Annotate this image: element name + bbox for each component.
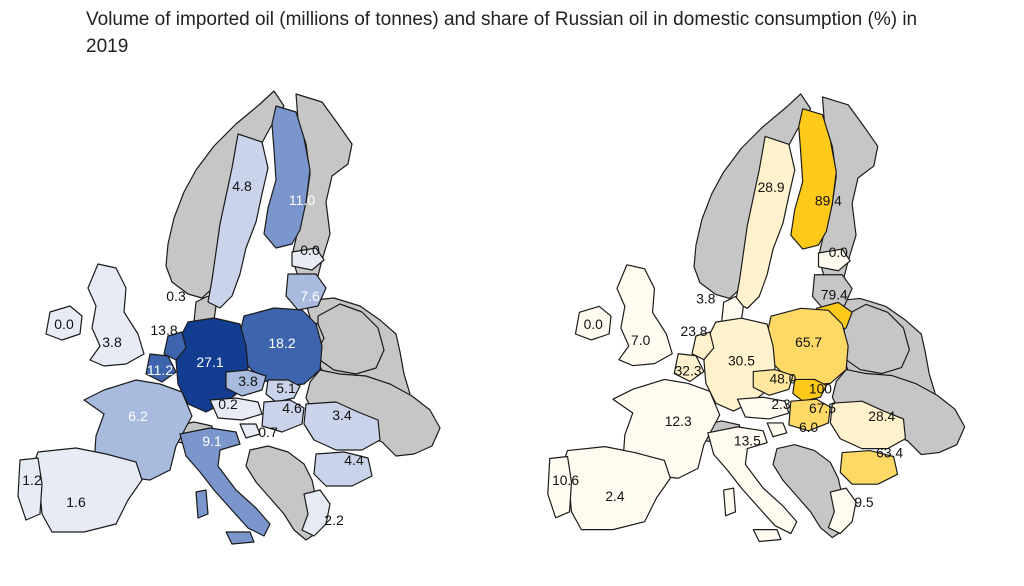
imports-countries: [17, 90, 441, 545]
label-spain: 1.6: [66, 494, 86, 510]
label-czechia: 3.8: [238, 373, 258, 389]
label-norway: 0.3: [166, 288, 186, 304]
label-italy: 13.5: [734, 433, 761, 449]
portugal-shape: [17, 457, 43, 521]
label-sweden: 4.8: [232, 178, 252, 194]
label-slovenia: 6.0: [799, 419, 819, 435]
finland-shape: [790, 108, 837, 250]
label-finland: 89.4: [815, 193, 842, 209]
slovenia-shape: [766, 422, 788, 438]
label-greece: 9.5: [854, 494, 874, 510]
romania-shape: [303, 401, 381, 451]
austria-shape: [209, 397, 263, 421]
sicily-shape: [225, 531, 255, 545]
label-slovakia: 100: [809, 380, 832, 396]
label-portugal: 1.2: [22, 472, 42, 488]
label-france: 6.2: [128, 408, 148, 424]
label-netherlands: 23.8: [681, 323, 708, 339]
sardinia-shape: [723, 487, 737, 517]
label-sweden: 28.9: [758, 179, 785, 195]
label-belgium: 32.3: [675, 363, 702, 379]
greece-shape: [301, 489, 331, 537]
italy-shape: [179, 427, 271, 537]
slovakia-shape: [265, 379, 301, 403]
label-hungary: 4.6: [282, 400, 302, 416]
italy-shape: [707, 426, 798, 535]
russian-share-value-labels: 0.0 7.0 3.8 28.9 89.4 0.0 79.4 23.8 32.3…: [552, 179, 903, 510]
russian-share-map: 0.0 7.0 3.8 28.9 89.4 0.0 79.4 23.8 32.3…: [547, 93, 966, 543]
label-romania: 28.4: [868, 408, 895, 424]
netherlands-shape: [691, 331, 715, 361]
label-france: 12.3: [665, 413, 692, 429]
label-estonia: 0.0: [300, 242, 320, 258]
uk-shape: [616, 264, 673, 367]
greece-shape: [827, 487, 857, 535]
label-belgium: 11.2: [147, 362, 173, 378]
label-uk: 7.0: [631, 332, 651, 348]
bulgaria-shape: [313, 451, 373, 487]
label-finland: 11.0: [289, 192, 315, 208]
label-germany: 27.1: [196, 354, 223, 370]
slovakia-shape: [792, 378, 827, 402]
label-czechia: 48.0: [769, 370, 796, 386]
ireland-shape: [574, 305, 612, 341]
label-poland: 18.2: [268, 335, 295, 351]
label-netherlands: 13.8: [150, 322, 177, 338]
label-portugal: 10.6: [552, 472, 579, 488]
label-austria: 2.3: [771, 396, 791, 412]
uk-shape: [87, 263, 145, 367]
label-austria: 0.2: [218, 396, 238, 412]
finland-shape: [263, 105, 311, 249]
chart-title: Volume of imported oil (millions of tonn…: [86, 9, 918, 57]
estonia-shape: [291, 247, 325, 271]
label-estonia: 0.0: [829, 244, 849, 260]
label-germany: 30.5: [728, 353, 755, 369]
netherlands-shape: [163, 331, 187, 361]
portugal-shape: [547, 455, 573, 519]
estonia-shape: [817, 248, 851, 272]
imports-value-labels: 0.0 3.8 0.3 4.8 11.0 0.0 7.6 13.8 11.2 2…: [22, 178, 364, 528]
belarus-shape: [317, 303, 385, 375]
label-bulgaria: 63.4: [876, 445, 903, 461]
label-hungary: 67.5: [809, 400, 836, 416]
label-uk: 3.8: [102, 334, 122, 350]
sardinia-shape: [195, 489, 209, 519]
austria-shape: [736, 396, 790, 420]
hungary-shape: [788, 398, 831, 432]
label-latvia: 7.6: [300, 288, 320, 304]
label-italy: 9.1: [202, 433, 222, 449]
label-poland: 65.7: [795, 334, 822, 350]
label-denmark: 3.8: [696, 290, 716, 306]
belgium-shape: [673, 353, 705, 383]
ireland-shape: [45, 305, 83, 341]
bulgaria-shape: [839, 449, 899, 485]
label-slovakia: 5.1: [276, 380, 296, 396]
label-bulgaria: 4.4: [344, 452, 364, 468]
spain-shape: [29, 447, 143, 533]
czechia-shape: [752, 368, 794, 396]
label-ireland: 0.0: [54, 316, 74, 332]
czechia-shape: [225, 369, 267, 397]
label-slovenia: 0.7: [258, 424, 278, 440]
hungary-shape: [261, 399, 305, 433]
label-spain: 2.4: [605, 488, 625, 504]
label-greece: 2.2: [324, 512, 344, 528]
label-romania: 3.4: [332, 407, 352, 423]
label-lithuania: 79.4: [821, 286, 848, 302]
belgium-shape: [145, 353, 177, 383]
latvia-shape: [285, 273, 327, 311]
russian-share-countries: [547, 93, 966, 543]
slovenia-shape: [239, 423, 261, 439]
imports-map: 0.0 3.8 0.3 4.8 11.0 0.0 7.6 13.8 11.2 2…: [17, 90, 441, 545]
sweden-shape: [734, 135, 796, 309]
belarus-shape: [843, 303, 910, 375]
label-ireland: 0.0: [584, 316, 604, 332]
romania-shape: [829, 400, 907, 450]
sicily-shape: [752, 529, 782, 543]
sweden-shape: [207, 133, 269, 309]
